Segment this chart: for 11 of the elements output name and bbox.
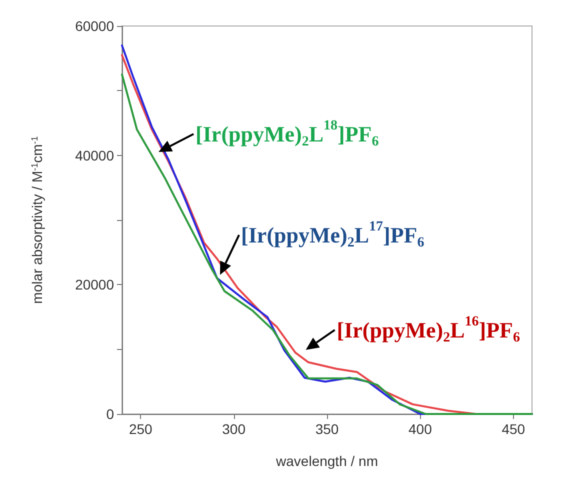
x-tick-label: 400 — [408, 421, 432, 437]
y-tick-label: 60000 — [75, 18, 114, 34]
y-axis-title: molar absorptivity / M-1cm-1 — [29, 136, 45, 304]
x-axis-title: wavelength / nm — [275, 453, 378, 469]
x-tick-label: 300 — [222, 421, 246, 437]
y-tick-label: 20000 — [75, 276, 114, 293]
x-tick-label: 450 — [502, 421, 526, 437]
y-tick-label: 40000 — [75, 147, 114, 164]
x-tick-label: 250 — [128, 421, 153, 437]
y-tick-label: 0 — [106, 406, 114, 422]
x-tick-label: 350 — [315, 421, 339, 437]
